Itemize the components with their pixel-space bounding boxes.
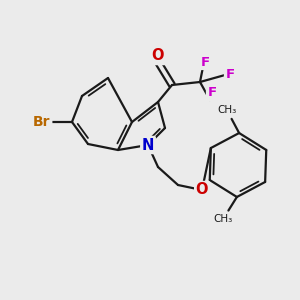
Text: CH₃: CH₃: [214, 214, 233, 224]
Text: F: F: [225, 68, 235, 82]
Text: O: O: [152, 49, 164, 64]
Text: F: F: [207, 86, 217, 100]
Text: N: N: [142, 137, 154, 152]
Text: O: O: [196, 182, 208, 197]
Text: F: F: [200, 56, 210, 68]
Text: CH₃: CH₃: [217, 105, 236, 115]
Text: Br: Br: [33, 115, 51, 129]
